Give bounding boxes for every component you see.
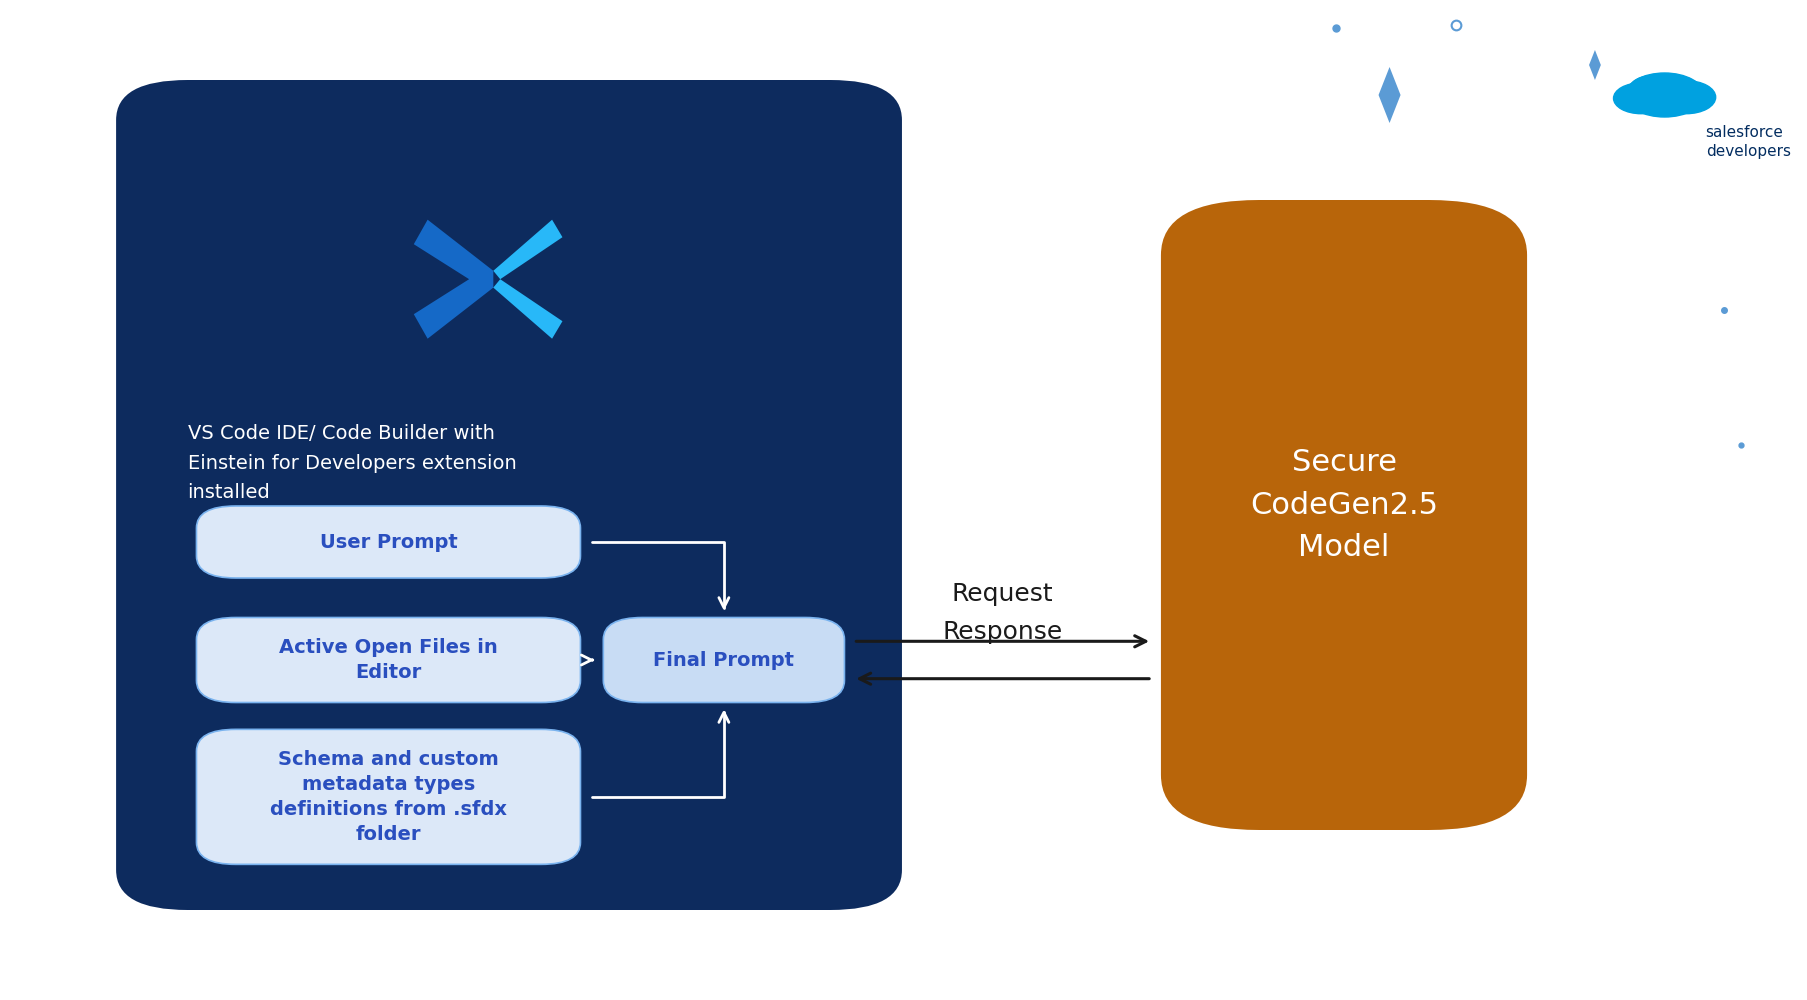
Circle shape <box>1624 73 1702 117</box>
Polygon shape <box>1588 50 1599 80</box>
FancyBboxPatch shape <box>197 617 580 702</box>
FancyBboxPatch shape <box>197 729 580 864</box>
FancyBboxPatch shape <box>197 506 580 578</box>
Circle shape <box>1628 75 1679 104</box>
Text: Active Open Files in
Editor: Active Open Files in Editor <box>278 638 497 682</box>
Polygon shape <box>493 220 562 279</box>
FancyBboxPatch shape <box>604 617 844 702</box>
Text: Secure
CodeGen2.5
Model: Secure CodeGen2.5 Model <box>1249 448 1437 562</box>
Text: Final Prompt: Final Prompt <box>652 651 793 670</box>
FancyBboxPatch shape <box>1160 200 1527 830</box>
Polygon shape <box>1377 67 1400 123</box>
Circle shape <box>1612 83 1668 114</box>
Text: Request: Request <box>950 582 1053 606</box>
Text: VS Code IDE/ Code Builder with
Einstein for Developers extension
installed: VS Code IDE/ Code Builder with Einstein … <box>188 424 517 502</box>
Text: salesforce
developers: salesforce developers <box>1704 125 1789 159</box>
Text: Schema and custom
metadata types
definitions from .sfdx
folder: Schema and custom metadata types definit… <box>269 750 506 844</box>
Text: Response: Response <box>941 620 1063 644</box>
Circle shape <box>1650 76 1697 102</box>
Polygon shape <box>414 220 493 339</box>
Text: User Prompt: User Prompt <box>320 532 457 552</box>
FancyBboxPatch shape <box>116 80 902 910</box>
Circle shape <box>1655 81 1715 114</box>
Polygon shape <box>493 279 562 339</box>
